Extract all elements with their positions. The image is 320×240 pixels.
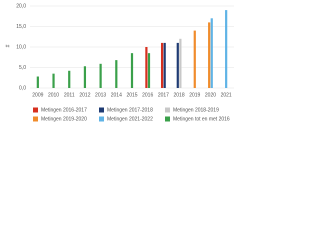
x-tick-label: 2021 — [221, 92, 232, 98]
bar — [225, 10, 228, 89]
bar — [210, 18, 213, 88]
x-tick-label: 2011 — [64, 92, 75, 98]
y-tick-label: 15,0 — [16, 24, 26, 30]
bar — [160, 42, 164, 88]
x-tick-label: 2019 — [189, 92, 200, 98]
bar — [130, 53, 134, 88]
legend-swatch — [33, 116, 38, 122]
bar — [115, 60, 118, 88]
bar — [68, 70, 71, 88]
legend-label: Metingen 2017-2018 — [107, 107, 153, 113]
bar — [145, 47, 148, 88]
bar — [147, 53, 151, 88]
legend-swatch — [99, 107, 104, 113]
legend-swatch — [33, 107, 38, 113]
y-tick-label: 10,0 — [16, 44, 26, 50]
chart: # 0,0 5,0 10,0 15,0 20,0 2009 2010 2011 2012 2013… — [5, 3, 234, 122]
bar — [193, 30, 196, 89]
legend-swatch — [99, 116, 104, 122]
x-tick-label: 2012 — [79, 92, 90, 98]
legend-swatch — [165, 116, 170, 122]
legend-label: Metingen 2016-2017 — [41, 107, 87, 113]
x-tick-label: 2014 — [111, 92, 122, 98]
bar — [83, 66, 87, 88]
bar — [99, 63, 102, 88]
bar — [163, 42, 166, 88]
legend-label: Metingen 2019-2020 — [41, 116, 87, 122]
x-tick-label: 2015 — [126, 92, 137, 98]
x-tick-label: 2009 — [32, 92, 43, 98]
bar — [179, 38, 182, 88]
legend-label: Metingen 2018-2019 — [173, 107, 219, 113]
legend-label: Metingen tot en met 2016 — [173, 116, 230, 122]
y-axis-label: # — [5, 44, 11, 47]
bar — [176, 42, 179, 88]
bar — [52, 73, 55, 88]
x-tick-label: 2013 — [95, 92, 106, 98]
y-tick-label: 5,0 — [19, 65, 26, 71]
legend-swatch — [165, 107, 170, 113]
x-tick-label: 2017 — [158, 92, 169, 98]
x-tick-label: 2020 — [205, 92, 216, 98]
legend-label: Metingen 2021-2022 — [107, 116, 153, 122]
bar — [208, 22, 211, 88]
x-tick-label: 2010 — [48, 92, 59, 98]
y-tick-label: 20,0 — [16, 3, 26, 9]
bar — [36, 76, 39, 88]
x-tick-label: 2018 — [174, 92, 185, 98]
x-tick-label: 2016 — [142, 92, 153, 98]
y-tick-label: 0,0 — [19, 85, 26, 91]
